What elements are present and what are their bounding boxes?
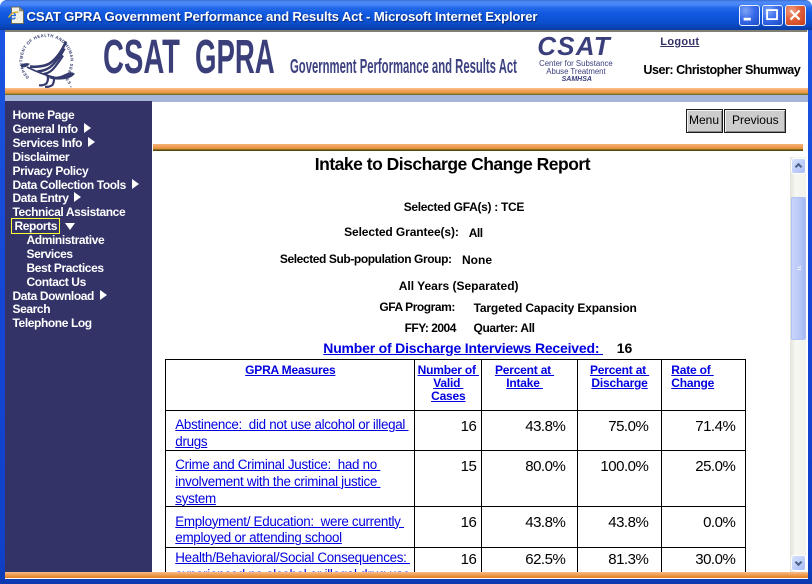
svg-text:e: e [9, 8, 16, 23]
svg-text:DEPARTMENT OF HEALTH AND HUMAN: DEPARTMENT OF HEALTH AND HUMAN SERVICES … [18, 33, 74, 88]
